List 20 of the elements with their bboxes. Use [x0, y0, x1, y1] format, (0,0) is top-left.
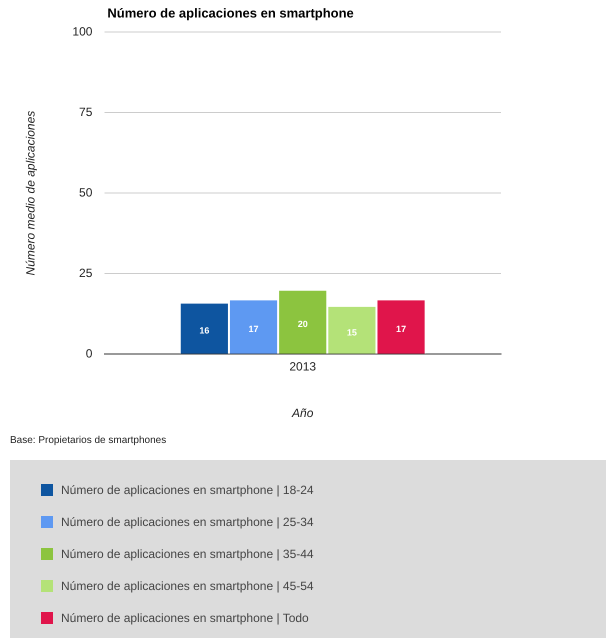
legend-label: Número de aplicaciones en smartphone | Todo [61, 611, 309, 625]
y-tick-label: 50 [79, 185, 93, 200]
y-tick-label: 75 [79, 104, 93, 119]
y-tick-label: 0 [86, 346, 93, 361]
data-label: 16 [199, 326, 210, 336]
legend-label: Número de aplicaciones en smartphone | 18-24 [61, 483, 314, 497]
text: Base: Propietarios de smartphones [10, 435, 166, 446]
x-tick-label: 2013 [289, 360, 316, 374]
data-label: 17 [248, 324, 259, 334]
y-tick-label: 100 [72, 24, 93, 38]
y-axis-title: Número medio de aplicaciones [24, 110, 38, 276]
data-label: 20 [298, 319, 308, 330]
chart-title: Número de aplicaciones en smartphone [107, 6, 354, 21]
data-label: 15 [346, 327, 357, 338]
x-axis-title: Año [291, 406, 314, 420]
legend-label: Número de aplicaciones en smartphone | 25-34 [61, 515, 314, 529]
legend-label: Número de aplicaciones en smartphone | 35-44 [61, 547, 314, 561]
data-label: 17 [396, 324, 406, 334]
y-tick-label: 25 [79, 266, 93, 280]
legend-label: Número de aplicaciones en smartphone | 45-54 [61, 579, 314, 593]
